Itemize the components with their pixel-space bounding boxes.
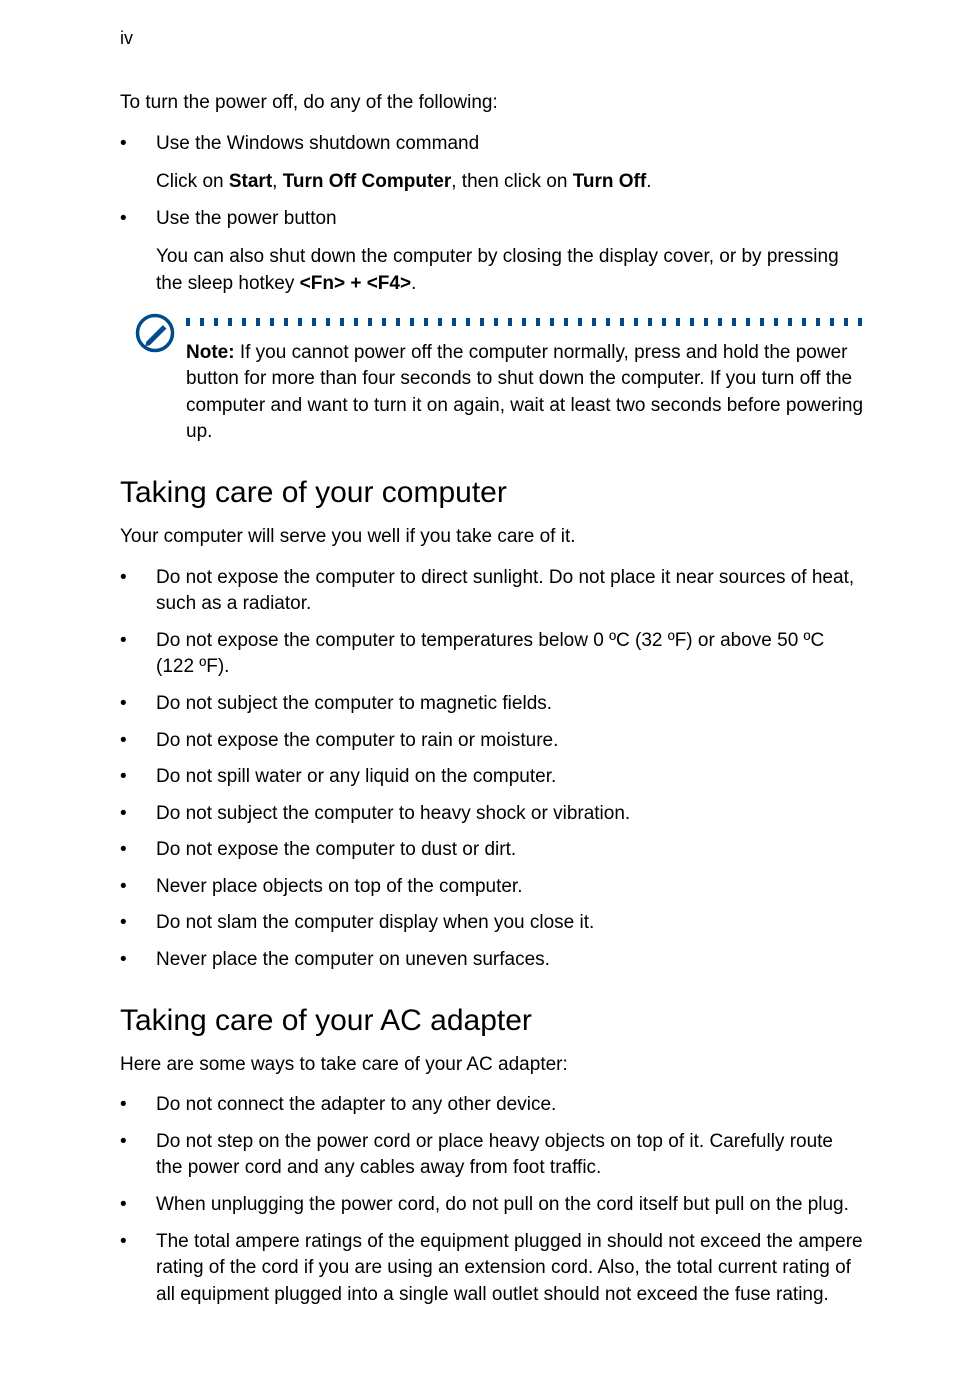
- section-heading-computer-care: Taking care of your computer: [120, 476, 864, 510]
- bullet-subtext: Click on Start, Turn Off Computer, then …: [156, 169, 864, 196]
- list-item: Do not expose the computer to temperatur…: [120, 628, 864, 681]
- list-item: Use the Windows shutdown command Click o…: [120, 131, 864, 196]
- text-fragment: .: [646, 171, 651, 192]
- bullet-title: Use the power button: [156, 208, 337, 229]
- list-item: Do not expose the computer to dust or di…: [120, 837, 864, 864]
- text-bold: Turn Off: [573, 171, 647, 192]
- section2-bullets: Do not connect the adapter to any other …: [120, 1092, 864, 1308]
- list-item: Do not expose the computer to direct sun…: [120, 565, 864, 618]
- page-number: iv: [120, 28, 133, 49]
- section-heading-ac-adapter: Taking care of your AC adapter: [120, 1004, 864, 1038]
- text-bold: <Fn> + <F4>: [300, 273, 411, 294]
- list-item: The total ampere ratings of the equipmen…: [120, 1229, 864, 1309]
- list-item: Do not slam the computer display when yo…: [120, 910, 864, 937]
- document-page: iv To turn the power off, do any of the …: [0, 0, 954, 1388]
- note-block: Note: If you cannot power off the comput…: [156, 318, 864, 446]
- list-item: Never place objects on top of the comput…: [120, 874, 864, 901]
- text-bold: Turn Off Computer: [283, 171, 452, 192]
- note-text: Note: If you cannot power off the comput…: [186, 340, 864, 446]
- text-fragment: You can also shut down the computer by c…: [156, 246, 839, 294]
- power-off-bullets: Use the Windows shutdown command Click o…: [120, 131, 864, 298]
- text-fragment: .: [411, 273, 416, 294]
- pencil-icon: [134, 312, 176, 354]
- list-item: Do not subject the computer to heavy sho…: [120, 801, 864, 828]
- list-item: Do not step on the power cord or place h…: [120, 1129, 864, 1182]
- bullet-subtext: You can also shut down the computer by c…: [156, 244, 864, 297]
- list-item: Use the power button You can also shut d…: [120, 206, 864, 298]
- power-off-intro: To turn the power off, do any of the fol…: [120, 90, 864, 117]
- section1-bullets: Do not expose the computer to direct sun…: [120, 565, 864, 974]
- list-item: Do not expose the computer to rain or mo…: [120, 728, 864, 755]
- text-fragment: , then click on: [451, 171, 572, 192]
- list-item: When unplugging the power cord, do not p…: [120, 1192, 864, 1219]
- note-divider: [186, 318, 864, 326]
- list-item: Do not connect the adapter to any other …: [120, 1092, 864, 1119]
- text-bold: Start: [229, 171, 272, 192]
- note-body: If you cannot power off the computer nor…: [186, 342, 863, 443]
- list-item: Never place the computer on uneven surfa…: [120, 947, 864, 974]
- bullet-title: Use the Windows shutdown command: [156, 133, 479, 154]
- list-item: Do not spill water or any liquid on the …: [120, 764, 864, 791]
- list-item: Do not subject the computer to magnetic …: [120, 691, 864, 718]
- text-fragment: Click on: [156, 171, 229, 192]
- text-fragment: ,: [272, 171, 283, 192]
- section2-intro: Here are some ways to take care of your …: [120, 1052, 864, 1079]
- section1-intro: Your computer will serve you well if you…: [120, 524, 864, 551]
- note-label: Note:: [186, 342, 235, 363]
